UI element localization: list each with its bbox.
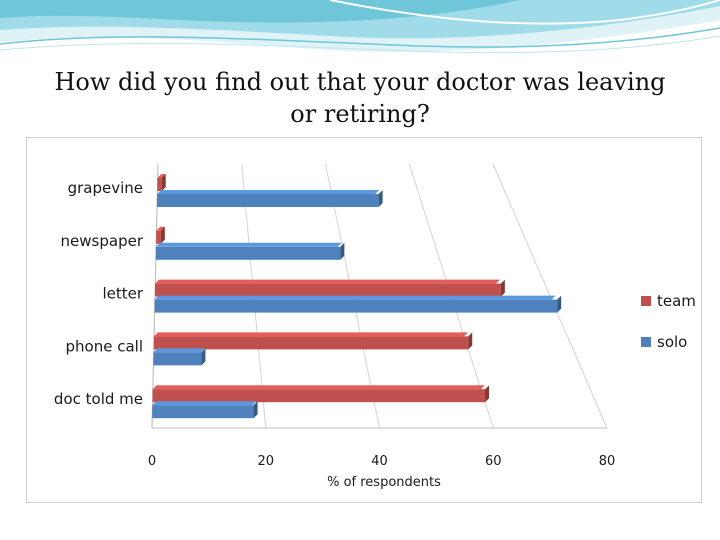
- x-axis-ticks: 0 20 40 60 80: [148, 454, 615, 469]
- slide-title: How did you find out that your doctor wa…: [54, 68, 666, 128]
- bar-end-team: [485, 385, 490, 403]
- bars: [152, 174, 562, 419]
- legend: team solo: [641, 292, 696, 351]
- legend-swatch-team: [641, 296, 651, 306]
- header-swoosh-decoration: [0, 0, 720, 54]
- bar-end-solo: [378, 190, 383, 207]
- bar-top-team: [154, 279, 500, 284]
- x-tick-label: 20: [257, 454, 274, 469]
- bar-team: [157, 178, 162, 191]
- bar-solo: [155, 246, 341, 260]
- bar-top-solo: [153, 348, 206, 353]
- chart-frame: grapevine newspaper letter phone call doc to…: [26, 137, 702, 503]
- x-tick-label: 0: [148, 454, 156, 469]
- legend-label-solo: solo: [657, 333, 687, 351]
- bar-solo: [152, 405, 254, 419]
- bar-end-solo: [557, 295, 562, 313]
- bar-top-solo: [157, 190, 380, 194]
- bar-solo: [157, 194, 379, 207]
- legend-label-team: team: [657, 292, 696, 310]
- bar-top-team: [156, 226, 166, 231]
- bar-team: [156, 230, 161, 244]
- bar-top-solo: [154, 295, 556, 300]
- bar-top-team: [152, 385, 485, 390]
- bar-end-team: [160, 226, 165, 244]
- x-tick-label: 40: [371, 454, 388, 469]
- bar-end-solo: [201, 348, 206, 366]
- x-axis-label: % of respondents: [327, 475, 441, 490]
- bar-end-solo: [340, 242, 345, 260]
- bar-top-team: [157, 174, 166, 178]
- bar-end-solo: [253, 401, 258, 419]
- legend-swatch-solo: [641, 337, 651, 347]
- bar-solo: [153, 352, 202, 366]
- category-label: doc told me: [54, 390, 143, 408]
- bar-end-team: [468, 332, 473, 350]
- bar-end-team: [161, 174, 166, 191]
- bar-solo: [154, 299, 558, 313]
- bar-team: [153, 336, 469, 350]
- x-tick-label: 60: [485, 454, 502, 469]
- bar-team: [152, 389, 486, 403]
- category-label: newspaper: [61, 232, 144, 250]
- bar-chart: grapevine newspaper letter phone call doc to…: [54, 163, 696, 490]
- category-label: grapevine: [68, 179, 143, 197]
- bar-top-solo: [152, 401, 257, 406]
- bar-end-team: [500, 279, 505, 297]
- bar-top-solo: [155, 242, 342, 247]
- category-labels: grapevine newspaper letter phone call doc to…: [54, 179, 144, 408]
- bar-top-team: [153, 332, 469, 337]
- bar-team: [154, 283, 501, 297]
- category-label: letter: [102, 285, 143, 303]
- category-label: phone call: [66, 337, 143, 355]
- x-tick-label: 80: [599, 454, 616, 469]
